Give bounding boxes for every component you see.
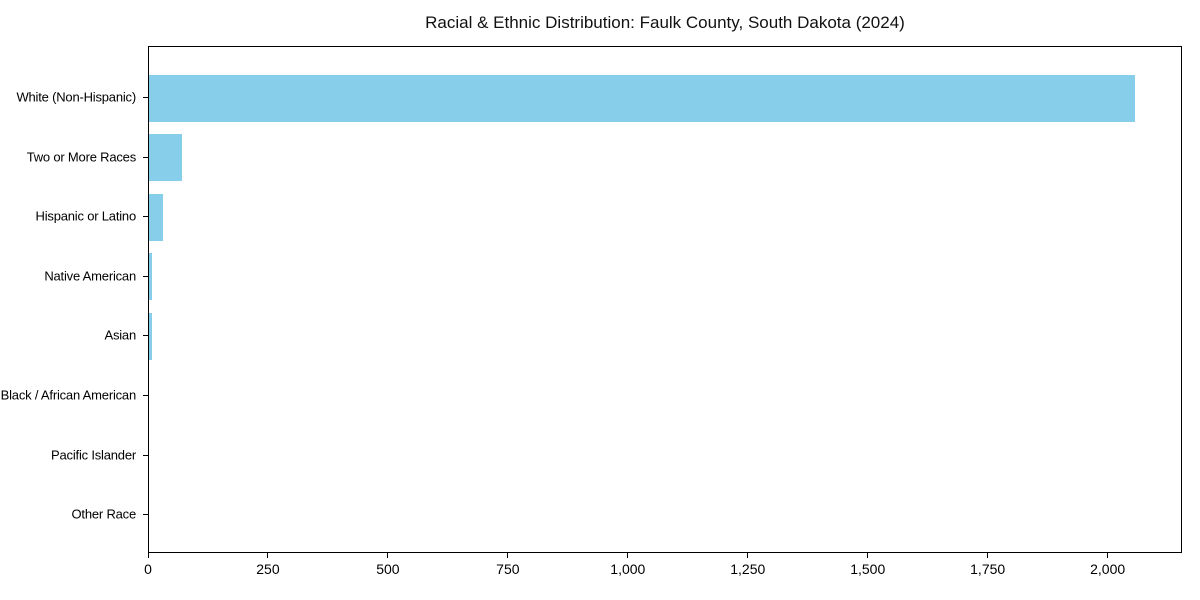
x-tick-label-1250: 1,250 [730, 561, 766, 577]
x-tick-label-500: 500 [376, 561, 400, 577]
y-axis: White (Non-Hispanic) Two or More Races His… [0, 46, 148, 553]
x-axis: 0 250 500 750 1,000 1,250 1,500 1,750 2,000 [144, 553, 1182, 589]
bar-two-or-more-races [149, 134, 183, 182]
x-tick-mark [267, 553, 269, 558]
y-tick-label-two-or-more-races: Two or More Races [26, 149, 137, 165]
y-tick-label-white-non-hispanic: White (Non-Hispanic) [16, 89, 136, 105]
plot-area [148, 46, 1182, 553]
x-tick-label-1500: 1,500 [850, 561, 886, 577]
x-tick-label-1000: 1,000 [610, 561, 646, 577]
y-tick-mark [143, 97, 148, 98]
x-tick-label-1750: 1,750 [970, 561, 1006, 577]
x-tick-label-0: 0 [144, 561, 152, 577]
x-tick-mark [507, 553, 509, 558]
y-tick-label-native-american: Native American [44, 268, 136, 284]
bar-hispanic-or-latino [149, 193, 163, 241]
y-tick-mark [143, 335, 148, 337]
y-tick-label-hispanic-or-latino: Hispanic or Latino [35, 208, 137, 224]
chart-title: Racial & Ethnic Distribution: Faulk Coun… [425, 13, 905, 32]
y-tick-label-other-race: Other Race [71, 506, 137, 522]
bar-native-american [149, 253, 152, 301]
y-tick-mark [143, 216, 148, 218]
x-tick-label-2000: 2,000 [1090, 561, 1126, 577]
y-tick-mark [143, 514, 148, 516]
x-tick-mark [987, 553, 989, 558]
x-tick-mark [387, 553, 389, 558]
x-tick-mark [867, 553, 869, 558]
bar-white-non-hispanic [149, 74, 1136, 122]
x-tick-mark [1107, 553, 1109, 558]
y-tick-label-asian: Asian [104, 327, 136, 343]
y-tick-label-black-african-american: Black / African American [0, 387, 137, 403]
bar-asian [149, 312, 152, 360]
y-tick-label-pacific-islander: Pacific Islander [51, 447, 136, 463]
x-tick-mark [627, 553, 629, 558]
x-tick-mark [147, 553, 149, 558]
y-tick-mark [143, 156, 148, 158]
y-tick-mark [143, 454, 148, 456]
bars-layer [149, 47, 1181, 552]
x-tick-label-250: 250 [256, 561, 280, 577]
x-tick-mark [747, 553, 749, 558]
y-tick-mark [143, 275, 148, 277]
x-tick-label-750: 750 [496, 561, 520, 577]
y-tick-mark [143, 395, 148, 396]
